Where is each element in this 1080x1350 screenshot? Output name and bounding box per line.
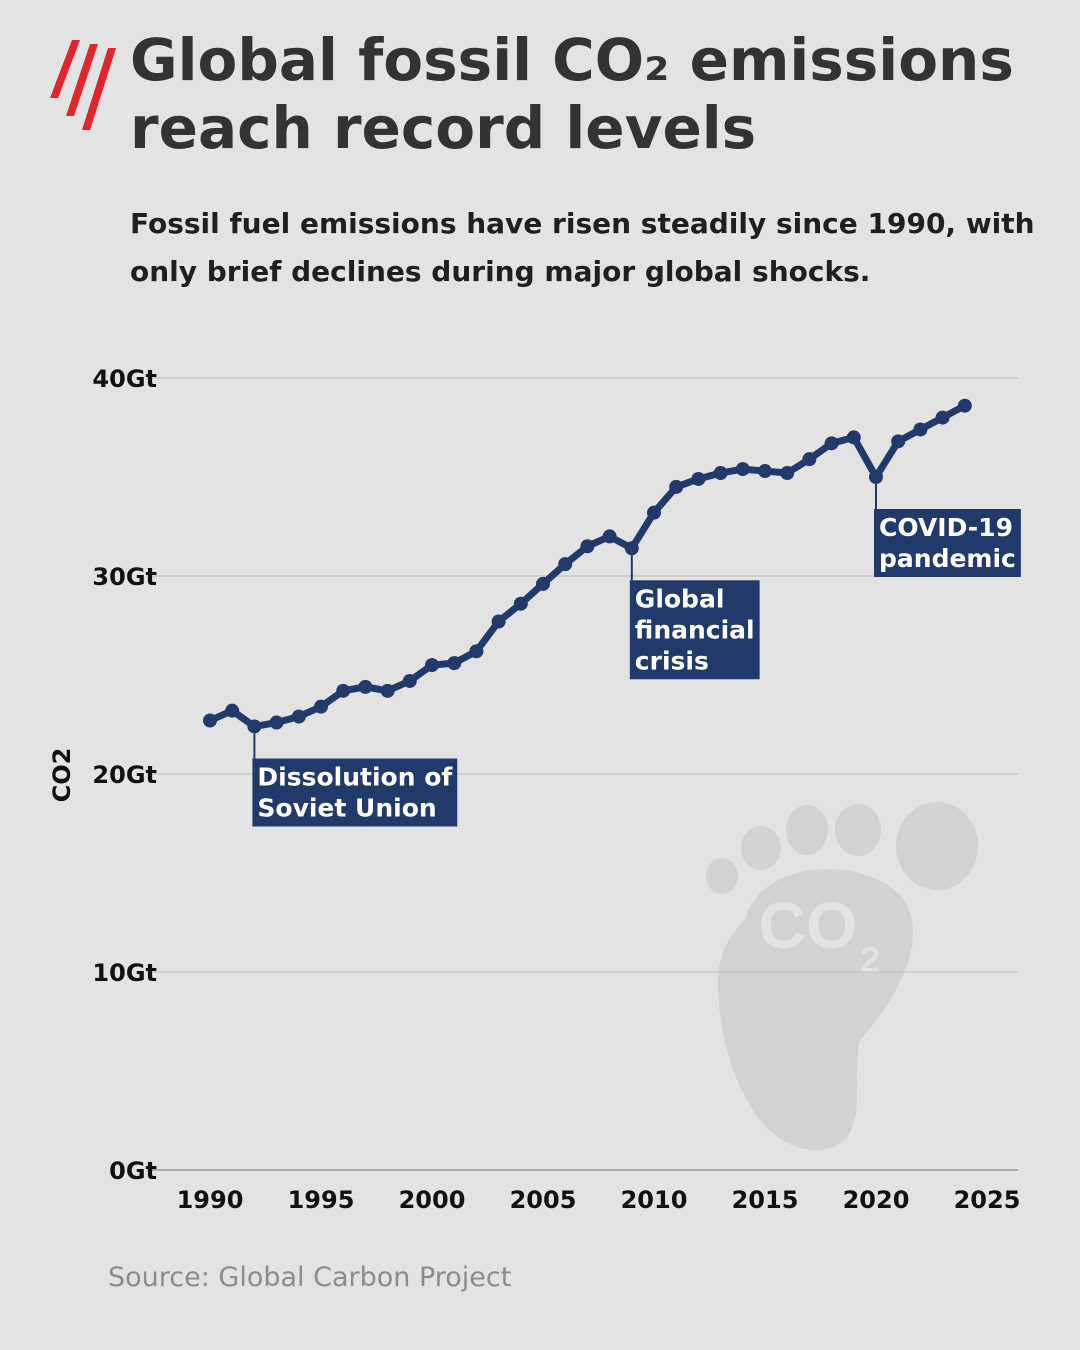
data-point	[624, 541, 639, 556]
data-point	[713, 466, 728, 481]
x-tick-label: 2015	[732, 1186, 799, 1214]
data-point	[824, 436, 839, 451]
x-tick-label: 2025	[954, 1186, 1021, 1214]
y-tick-label: 20Gt	[92, 761, 157, 789]
data-point	[380, 683, 395, 698]
data-point	[491, 614, 506, 629]
data-point	[203, 713, 217, 728]
data-point	[891, 434, 906, 449]
x-tick-label: 2005	[510, 1186, 577, 1214]
x-tick-label: 2020	[843, 1186, 910, 1214]
data-point	[425, 658, 439, 673]
data-point	[580, 539, 595, 554]
data-point	[957, 398, 972, 413]
annotation-label: crisis	[635, 646, 709, 675]
annotation-box	[629, 580, 760, 680]
data-point	[647, 505, 661, 520]
data-point	[691, 471, 706, 486]
annotation-label: financial	[635, 615, 755, 644]
annotation-box	[252, 758, 458, 827]
sbs-logo-icon	[50, 40, 116, 130]
data-point	[869, 470, 883, 484]
x-tick-label: 2000	[399, 1186, 466, 1214]
data-point	[935, 410, 950, 425]
data-point	[314, 699, 328, 714]
data-point	[336, 683, 351, 698]
annotation-label: pandemic	[879, 544, 1016, 573]
data-point	[247, 719, 262, 734]
annotation-label: Dissolution of	[257, 762, 453, 791]
data-point	[513, 596, 528, 611]
data-point	[402, 673, 417, 688]
data-point	[802, 452, 817, 467]
y-tick-label: 10Gt	[92, 959, 157, 987]
y-tick-label: 40Gt	[92, 365, 157, 393]
data-point	[846, 430, 861, 445]
chart-title: Global fossil CO₂ emissions reach record…	[130, 26, 1014, 162]
chart-subtitle: Fossil fuel emissions have risen steadil…	[130, 207, 1035, 288]
y-tick-label: 30Gt	[92, 563, 157, 591]
data-point	[780, 466, 795, 481]
data-point	[602, 529, 617, 544]
svg-text:CO: CO	[759, 888, 858, 962]
data-point	[225, 703, 240, 718]
co2-footprint-icon: CO 2	[706, 802, 978, 1150]
y-tick-label: 0Gt	[109, 1157, 157, 1185]
series-line	[206, 402, 969, 730]
data-point	[758, 464, 772, 479]
data-point	[291, 709, 306, 724]
annotation-label: Global	[635, 584, 725, 613]
x-tick-label: 1990	[177, 1186, 244, 1214]
svg-text:2: 2	[860, 939, 880, 980]
annotation-label: COVID-19	[879, 513, 1013, 542]
x-tick-label: 2010	[621, 1186, 688, 1214]
annotation-label: Soviet Union	[257, 793, 436, 822]
x-tick-label: 1995	[288, 1186, 355, 1214]
data-point	[558, 557, 573, 572]
y-axis-label: CO2	[48, 748, 76, 803]
data-point	[469, 644, 484, 659]
data-point	[536, 576, 550, 591]
data-point	[913, 422, 928, 437]
data-point	[735, 462, 750, 477]
data-point	[669, 479, 684, 494]
source-note: Source: Global Carbon Project	[108, 1262, 512, 1293]
data-point	[358, 679, 373, 694]
data-point	[269, 715, 284, 730]
data-point	[447, 656, 462, 671]
annotation-box	[874, 509, 1021, 577]
